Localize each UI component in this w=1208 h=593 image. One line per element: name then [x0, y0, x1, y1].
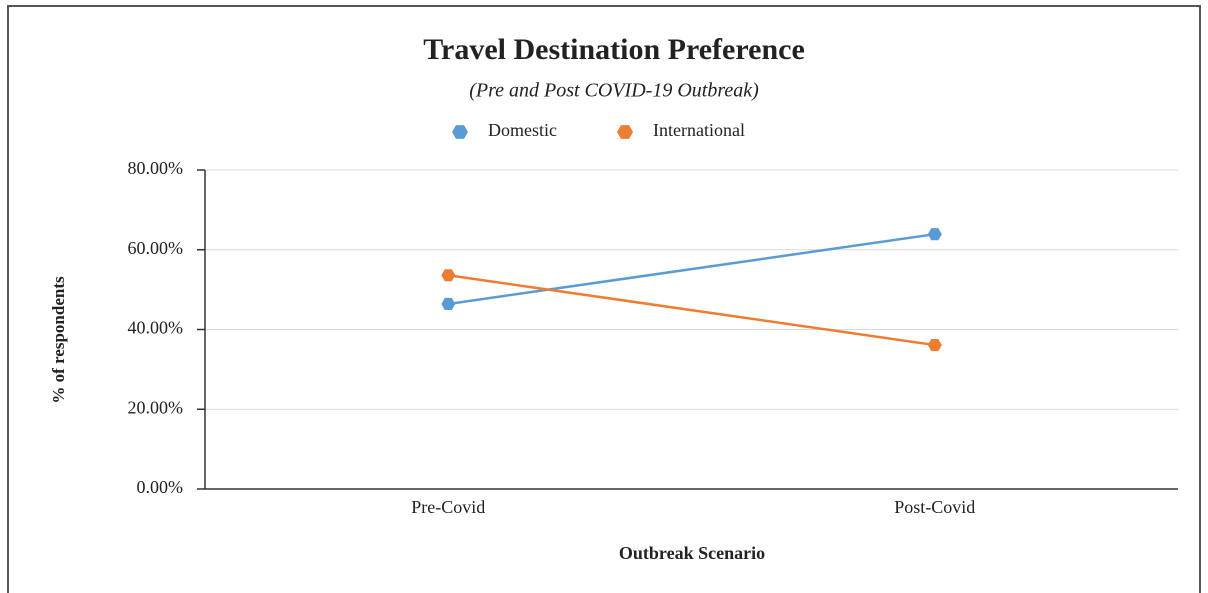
line	[448, 274, 935, 347]
chart-subtitle: (Pre and Post COVID-19 Outbreak)	[469, 80, 759, 102]
marker	[441, 297, 456, 310]
chart-title: Travel Destination Preference	[423, 33, 805, 66]
y-tick-label: 40.00%	[128, 318, 184, 338]
chart-frame	[7, 5, 1201, 593]
marker	[927, 228, 942, 241]
x-tick-label: Post-Covid	[894, 497, 975, 517]
y-tick-label: 80.00%	[128, 158, 184, 178]
y-tick-label: 20.00%	[128, 397, 184, 417]
y-axis-label: % of respondents	[49, 276, 68, 404]
x-tick-label: Pre-Covid	[411, 497, 485, 517]
legend-label: International	[653, 120, 745, 140]
legend-marker	[617, 125, 633, 139]
x-axis-label: Outbreak Scenario	[619, 543, 765, 563]
legend-marker	[452, 125, 468, 139]
y-tick-label: 0.00%	[137, 477, 184, 497]
y-tick-label: 60.00%	[128, 238, 184, 258]
marker	[441, 269, 456, 282]
legend-label: Domestic	[488, 120, 557, 140]
line	[448, 232, 935, 306]
marker	[927, 339, 942, 352]
